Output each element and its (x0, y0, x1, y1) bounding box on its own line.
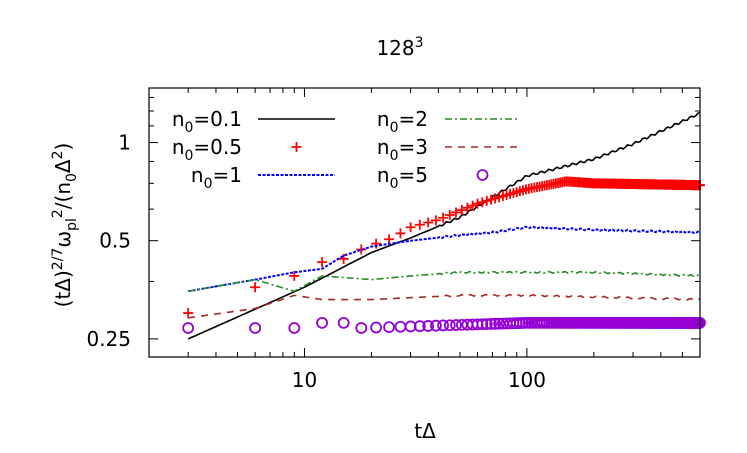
legend-label: n0=3 (377, 135, 428, 164)
data-point-circle (485, 318, 497, 330)
y-tick-label: 0.25 (86, 327, 131, 351)
data-point-circle (337, 316, 350, 329)
data-point-plus (250, 282, 261, 293)
legend-label: n0=5 (377, 163, 428, 192)
data-point-circle (316, 316, 328, 329)
data-point-circle (422, 320, 435, 332)
series-n0-2-line (188, 270, 701, 292)
data-point-plus (289, 270, 300, 281)
data-point-plus (414, 219, 425, 230)
legend-sample-plus (291, 142, 302, 152)
series-n0-3-line (188, 293, 701, 319)
data-point-circle (489, 317, 502, 330)
legend: n0=0.1n0=0.5n0=1 n0=2n0=3n0=5 (172, 107, 520, 192)
x-axis-label: tΔ (414, 419, 436, 443)
chart-title: 1283 (376, 35, 423, 60)
legend-label: n0=1 (191, 163, 242, 192)
data-point-circle (394, 320, 407, 333)
y-axis-label: (tΔ)2/7ωpl2/(n0Δ2) (50, 143, 80, 308)
data-point-circle (493, 317, 506, 330)
y-tick-label: 1 (118, 131, 131, 155)
legend-sample-circle (476, 169, 489, 181)
data-point-plus (405, 222, 416, 233)
data-point-circle (430, 319, 442, 332)
data-point-plus (472, 198, 483, 209)
data-point-plus (477, 197, 488, 208)
data-point-plus (462, 202, 473, 213)
data-point-circle (370, 321, 383, 334)
axis-ticks: 10 100 0.25 0.5 1 (86, 88, 700, 392)
data-point-plus (371, 238, 382, 249)
data-point-plus (183, 308, 194, 319)
x-tick-label: 100 (508, 368, 546, 392)
data-point-plus (444, 210, 455, 221)
data-point-plus (456, 205, 467, 216)
data-point-plus (430, 215, 441, 226)
legend-label: n0=0.5 (172, 135, 242, 164)
data-point-plus (338, 253, 349, 264)
data-point-circle (288, 322, 301, 334)
data-point-plus (395, 228, 406, 239)
series-n0-0-5-markers (183, 176, 705, 319)
plot-area (182, 112, 706, 340)
data-point-plus (317, 257, 328, 268)
data-point-circle (413, 320, 426, 333)
data-point-circle (249, 322, 262, 334)
series-n0-1-line (188, 225, 701, 293)
data-point-circle (383, 321, 395, 334)
legend-label: n0=2 (377, 107, 428, 136)
data-point-plus (423, 217, 434, 228)
x-tick-label: 10 (292, 368, 317, 392)
data-point-circle (443, 319, 456, 332)
y-tick-label: 0.5 (99, 229, 131, 253)
data-point-circle (437, 319, 450, 332)
series-n0-0-1-line (187, 112, 701, 340)
data-point-circle (480, 318, 493, 330)
data-point-plus (481, 195, 492, 206)
data-point-plus (438, 212, 449, 223)
data-point-plus (384, 234, 395, 245)
data-point-plus (356, 244, 367, 255)
data-point-circle (476, 318, 489, 331)
plot-frame (148, 87, 701, 358)
data-point-plus (467, 200, 478, 211)
data-point-circle (450, 319, 462, 331)
data-point-plus (451, 207, 462, 218)
data-point-circle (182, 322, 195, 334)
legend-label: n0=0.1 (172, 107, 242, 136)
series-n0-5-markers (182, 316, 706, 334)
data-point-circle (355, 322, 368, 334)
